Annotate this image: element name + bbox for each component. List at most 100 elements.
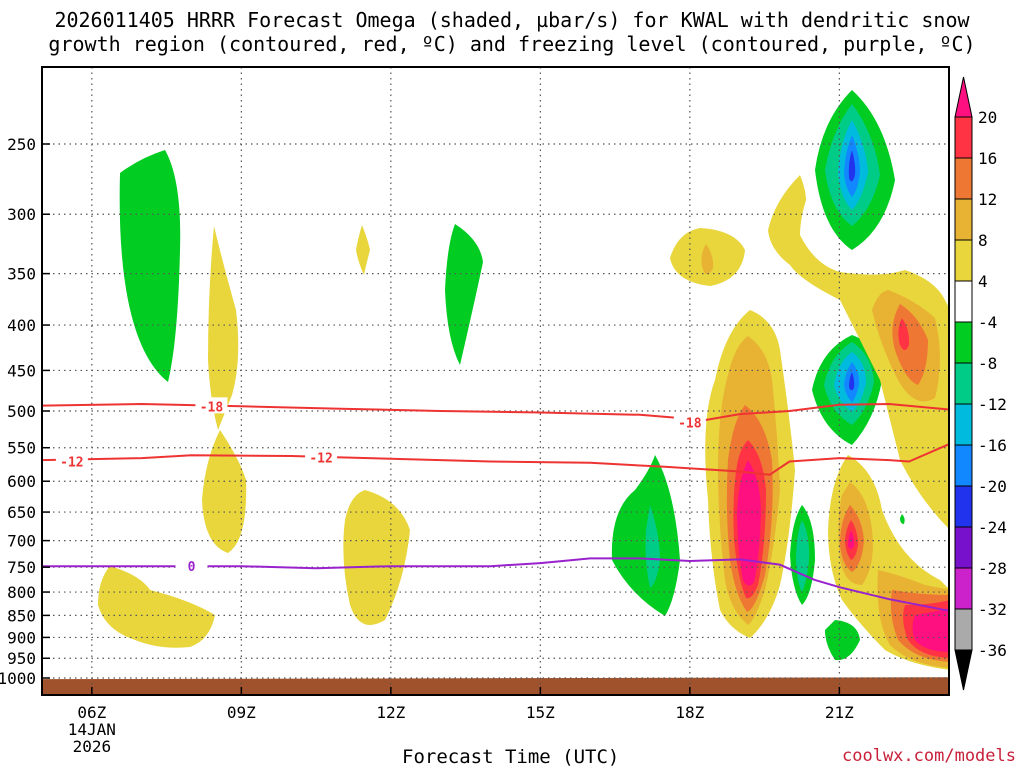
x-tick-label: 06Z xyxy=(77,703,106,722)
contour-label-minus18: -18 xyxy=(678,416,702,431)
colorbar-label: -16 xyxy=(978,436,1007,455)
omega-region xyxy=(208,226,239,430)
gridlines xyxy=(42,67,949,695)
y-tick-label: 650 xyxy=(7,503,36,522)
colorbar-label: -20 xyxy=(978,477,1007,496)
omega-region xyxy=(848,530,855,549)
y-tick-label: 300 xyxy=(7,205,36,224)
x-tick-label: 12Z xyxy=(376,703,405,722)
title-line-2: growth region (contoured, red, ºC) and f… xyxy=(48,32,976,56)
omega-region xyxy=(900,514,905,524)
y-tick-label: 400 xyxy=(7,316,36,335)
colorbar-swatch xyxy=(954,403,973,446)
colorbar: 20 16 12 8 4 -4 -8 -12 -16 -20 -24 -28 -32 -36 xyxy=(954,76,1007,691)
colorbar-swatch xyxy=(954,608,973,651)
colorbar-swatch xyxy=(954,116,973,159)
omega-region xyxy=(825,620,860,661)
omega-region xyxy=(202,430,247,553)
colorbar-swatch xyxy=(954,362,973,405)
y-axis: 250 300 350 400 450 500 550 600 650 700 750 800 850 9… xyxy=(0,135,50,688)
contour-label-minus12: -12 xyxy=(309,451,332,466)
omega-region xyxy=(356,225,370,275)
y-tick-label: 350 xyxy=(7,265,36,284)
x-axis-label: Forecast Time (UTC) xyxy=(402,746,620,768)
freezing-level-contour xyxy=(42,557,950,612)
contour-label-minus12: -12 xyxy=(60,455,83,470)
y-tick-label: 550 xyxy=(7,439,36,458)
colorbar-label: 4 xyxy=(978,272,988,291)
y-tick-label: 850 xyxy=(7,606,36,625)
omega-region xyxy=(119,150,181,382)
title-line-1: 2026011405 HRRR Forecast Omega (shaded, … xyxy=(54,8,970,32)
omega-region xyxy=(343,490,410,625)
contour-label-minus12-bg xyxy=(305,448,338,465)
colorbar-swatch xyxy=(954,157,973,200)
colorbar-label: -28 xyxy=(978,559,1007,578)
colorbar-swatch xyxy=(954,485,973,528)
y-tick-label: 500 xyxy=(7,402,36,421)
colorbar-label: -24 xyxy=(978,518,1007,537)
y-tick-label: 900 xyxy=(7,628,36,647)
ground-fill xyxy=(42,677,949,695)
dendritic-contour-minus12 xyxy=(41,443,950,476)
omega-positive-regions xyxy=(98,175,949,670)
contour-label-minus12-bg xyxy=(55,452,88,469)
omega-shaded-field xyxy=(98,90,949,670)
colorbar-swatch xyxy=(954,444,973,487)
colorbar-label: 8 xyxy=(978,231,988,250)
y-tick-label: 1000 xyxy=(0,669,36,688)
colorbar-swatch xyxy=(954,526,973,569)
colorbar-swatch xyxy=(954,239,973,282)
contour-label-minus18-bg xyxy=(195,397,228,414)
y-tick-label: 250 xyxy=(7,135,36,154)
omega-region xyxy=(737,460,761,586)
x-tick-label: 18Z xyxy=(675,703,704,722)
y-tick-label: 800 xyxy=(7,583,36,602)
colorbar-label: 12 xyxy=(978,190,997,209)
omega-region xyxy=(768,175,949,529)
x-tick-label: 21Z xyxy=(825,703,854,722)
omega-region xyxy=(898,318,910,350)
omega-negative-regions xyxy=(119,90,905,661)
ground-surface xyxy=(42,677,949,695)
colorbar-bottom-arrow xyxy=(954,649,973,691)
contour-label-zero: 0 xyxy=(188,560,196,575)
contour-lines: -18 -18 -12 -12 0 xyxy=(41,397,950,612)
colorbar-swatch xyxy=(954,567,973,610)
omega-region xyxy=(912,608,949,652)
colorbar-label: 20 xyxy=(978,108,997,127)
dendritic-contour-minus18 xyxy=(41,403,950,422)
contour-label-minus18-bg xyxy=(673,413,706,430)
chart-title: 2026011405 HRRR Forecast Omega (shaded, … xyxy=(0,8,1024,56)
omega-region xyxy=(98,566,215,648)
date-label-line1: 14JAN xyxy=(68,720,116,739)
y-tick-label: 450 xyxy=(7,361,36,380)
x-tick-label: 15Z xyxy=(526,703,555,722)
colorbar-label: -32 xyxy=(978,600,1007,619)
contour-label-minus18: -18 xyxy=(200,400,224,415)
omega-region xyxy=(445,224,483,365)
date-label-line2: 2026 xyxy=(73,737,112,756)
colorbar-label: -8 xyxy=(978,354,997,373)
colorbar-swatch xyxy=(954,198,973,241)
y-tick-label: 600 xyxy=(7,472,36,491)
credit-link[interactable]: coolwx.com/models xyxy=(842,746,1016,766)
colorbar-label: -36 xyxy=(978,641,1007,660)
colorbar-label: 16 xyxy=(978,149,997,168)
omega-region xyxy=(848,150,856,182)
omega-region xyxy=(701,244,714,275)
colorbar-label: -12 xyxy=(978,395,1007,414)
y-tick-label: 950 xyxy=(7,649,36,668)
colorbar-swatch xyxy=(954,321,973,364)
x-tick-label: 09Z xyxy=(227,703,256,722)
colorbar-top-arrow xyxy=(954,76,973,118)
y-tick-label: 700 xyxy=(7,532,36,551)
omega-region xyxy=(849,372,855,391)
plot-frame xyxy=(41,66,950,696)
y-tick-label: 750 xyxy=(7,558,36,577)
colorbar-swatch xyxy=(954,280,973,323)
omega-region xyxy=(645,505,660,588)
colorbar-label: -4 xyxy=(978,313,997,332)
